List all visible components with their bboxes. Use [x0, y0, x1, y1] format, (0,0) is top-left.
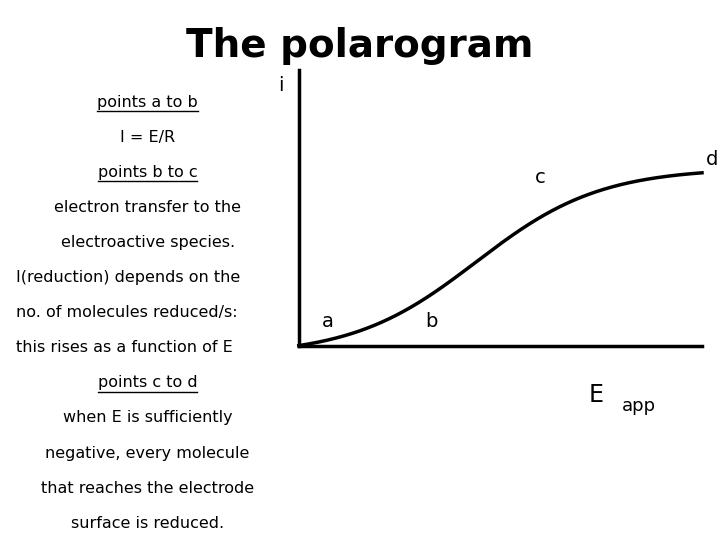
Text: app: app [621, 397, 656, 415]
Text: negative, every molecule: negative, every molecule [45, 446, 250, 461]
Text: no. of molecules reduced/s:: no. of molecules reduced/s: [16, 305, 238, 320]
Text: The polarogram: The polarogram [186, 27, 534, 65]
Text: E: E [589, 383, 604, 407]
Text: this rises as a function of E: this rises as a function of E [16, 340, 233, 355]
Text: I = E/R: I = E/R [120, 130, 175, 145]
Text: d: d [706, 150, 718, 169]
Text: i: i [278, 76, 284, 94]
Text: points a to b: points a to b [97, 94, 198, 110]
Text: surface is reduced.: surface is reduced. [71, 516, 224, 531]
Text: I(reduction) depends on the: I(reduction) depends on the [16, 270, 240, 285]
Text: c: c [536, 168, 546, 187]
Text: points b to c: points b to c [98, 165, 197, 180]
Text: when E is sufficiently: when E is sufficiently [63, 410, 233, 426]
Text: b: b [426, 312, 438, 331]
Text: points c to d: points c to d [98, 375, 197, 390]
Text: electroactive species.: electroactive species. [60, 235, 235, 250]
Text: a: a [322, 312, 333, 331]
Text: that reaches the electrode: that reaches the electrode [41, 481, 254, 496]
Text: electron transfer to the: electron transfer to the [54, 200, 241, 215]
